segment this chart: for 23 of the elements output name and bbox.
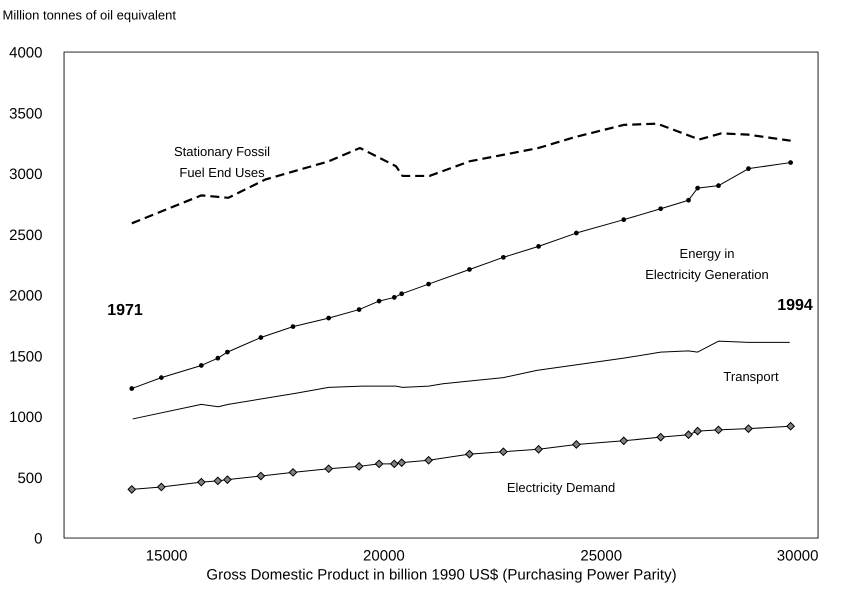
annotation: 1971 <box>107 302 143 319</box>
x-tick-label: 20000 <box>363 548 405 564</box>
y-tick-label: 3500 <box>9 105 42 122</box>
y-tick-label: 2500 <box>9 226 42 244</box>
annotation: 1994 <box>777 297 813 314</box>
y-tick-label: 500 <box>17 470 42 487</box>
x-tick-label: 30000 <box>776 548 818 564</box>
text: Transport <box>723 369 779 384</box>
y-tick-label: 1000 <box>9 409 42 426</box>
y-tick-label: 3000 <box>9 166 42 183</box>
x-tick-label: 25000 <box>580 548 622 564</box>
y-tick-label: 4000 <box>9 44 42 62</box>
x-tick-label: 15000 <box>146 548 188 564</box>
y-tick-label: 2000 <box>9 288 42 304</box>
line-series <box>130 122 792 224</box>
y-tick-label: 0 <box>34 530 42 548</box>
x-axis-title: Gross Domestic Product in billion 1990 US$ (Purchasing Power Parity) <box>206 566 677 584</box>
series-label: Stationary Fossil Fuel End Uses <box>174 144 270 180</box>
line-series <box>132 340 790 420</box>
y-axis-title: Million tonnes of oil equivalent <box>2 8 176 22</box>
text: Energy in Electricity Generation <box>645 246 769 282</box>
series-label: Electricity Demand <box>506 480 616 495</box>
y-tick-label: 1500 <box>9 348 42 366</box>
